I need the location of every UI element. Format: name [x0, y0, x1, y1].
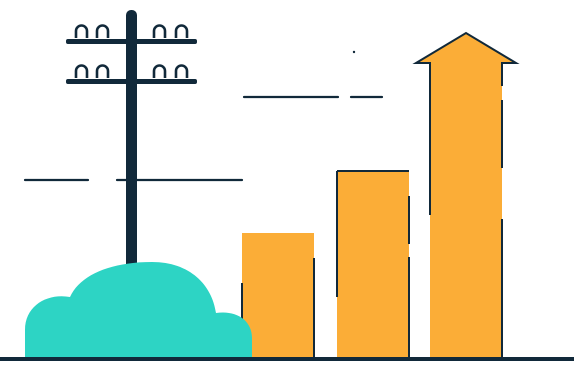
dot: [353, 51, 355, 53]
insulator-icon: [76, 26, 87, 38]
insulator-icon: [97, 26, 108, 38]
pole-crossarm-bottom: [66, 79, 197, 84]
insulator-icon: [176, 66, 187, 79]
growth-bar-medium: [337, 171, 409, 358]
pole-post: [126, 10, 137, 290]
insulator-icon: [176, 26, 187, 38]
bush-icon: [25, 262, 252, 358]
growth-arrow-icon: [416, 33, 516, 63]
insulator-icon: [154, 26, 165, 38]
insulator-icon: [76, 66, 87, 79]
ground-line: [0, 357, 574, 361]
growth-bars: [242, 33, 516, 358]
growth-bar-small: [242, 233, 314, 358]
insulator-icon: [154, 66, 165, 79]
pole-crossarm-top: [66, 39, 197, 44]
growth-bar-tall: [430, 62, 502, 358]
insulator-icon: [97, 66, 108, 79]
utility-pole-icon: [66, 10, 197, 290]
motion-dash-lines: [25, 51, 382, 180]
